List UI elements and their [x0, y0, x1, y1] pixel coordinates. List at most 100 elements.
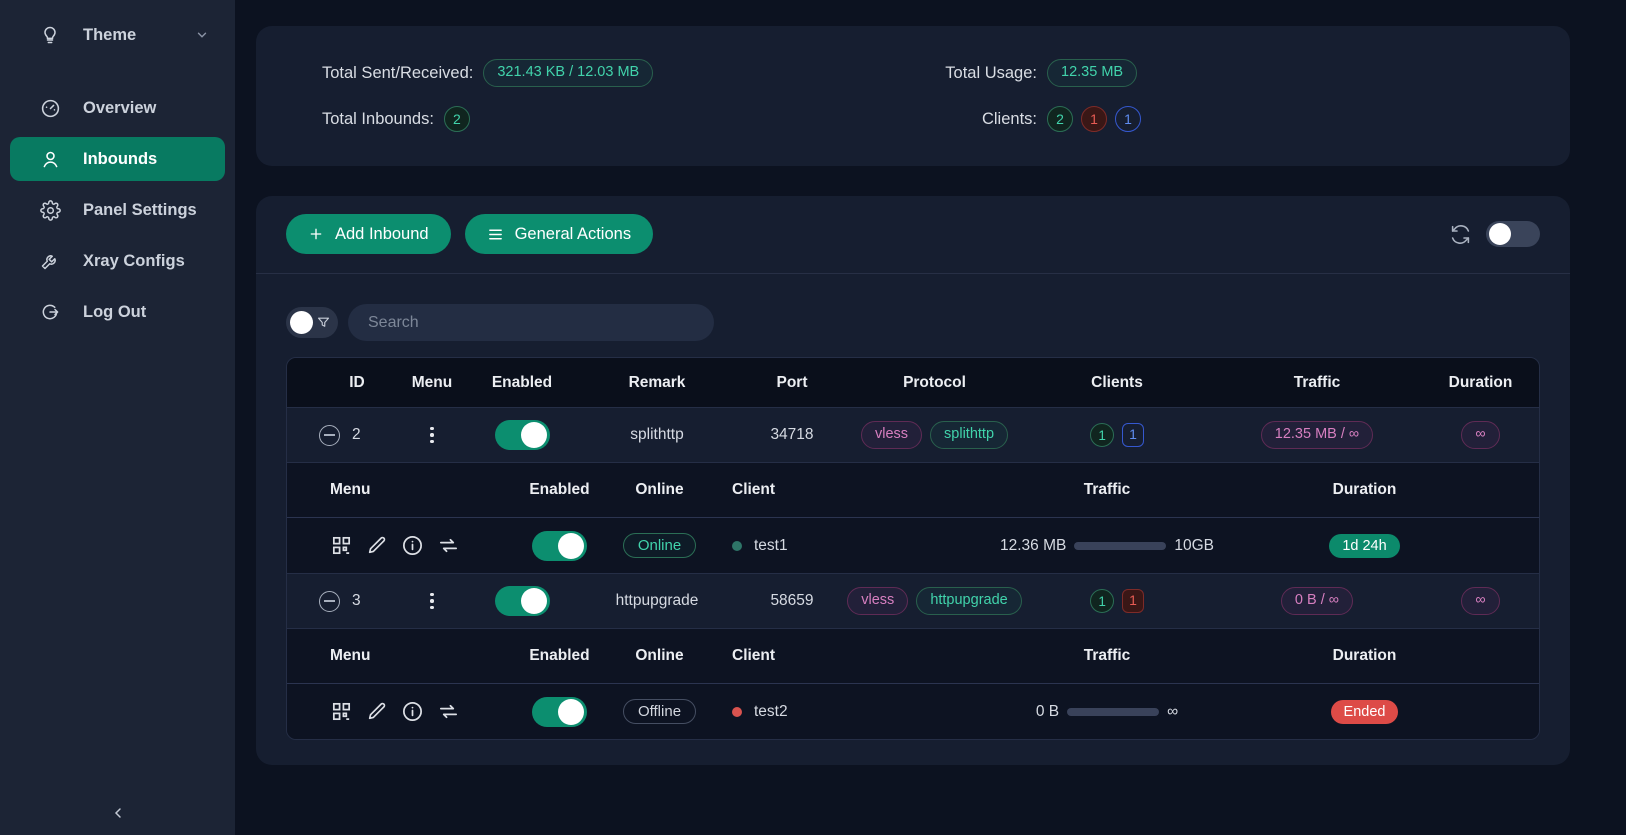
- total-sent-received-label: Total Sent/Received:: [322, 63, 474, 82]
- col-client-traffic: Traffic: [1083, 481, 1131, 498]
- wrench-icon: [39, 250, 61, 272]
- col-client-menu: Menu: [330, 481, 371, 498]
- sidebar-item-logout[interactable]: Log Out: [10, 290, 225, 334]
- general-actions-button[interactable]: General Actions: [464, 214, 654, 254]
- client-status-dot: [732, 706, 742, 717]
- total-sent-received-value: 321.43 KB / 12.03 MB: [483, 59, 654, 87]
- client-row: Online test1 12.36 MB 10GB 1d 24h: [287, 517, 1539, 573]
- sidebar-item-theme[interactable]: Theme: [10, 13, 225, 57]
- inbound-id: 2: [352, 426, 361, 443]
- col-remark: Remark: [628, 373, 686, 391]
- add-inbound-button[interactable]: Add Inbound: [286, 214, 451, 254]
- col-protocol: Protocol: [903, 373, 966, 391]
- col-port: Port: [776, 373, 808, 391]
- sidebar-item-label: Panel Settings: [83, 200, 197, 219]
- logout-icon: [39, 301, 61, 323]
- sidebar-collapse-button[interactable]: [0, 805, 235, 821]
- col-traffic: Traffic: [1293, 373, 1341, 391]
- col-id: ID: [349, 373, 365, 391]
- row-menu-icon[interactable]: [422, 589, 442, 614]
- col-client-name: Client: [732, 481, 776, 498]
- client-name: test1: [754, 536, 788, 554]
- col-client-duration: Duration: [1332, 647, 1397, 664]
- edit-icon[interactable]: [366, 700, 388, 723]
- inbounds-table: ID Menu Enabled Remark Port Protocol Cli…: [286, 357, 1540, 740]
- col-client-enabled: Enabled: [529, 647, 590, 664]
- client-enabled-toggle[interactable]: [532, 696, 587, 727]
- clients-enabled-badge: 1: [1090, 423, 1115, 447]
- total-usage-value: 12.35 MB: [1047, 59, 1138, 87]
- client-traffic-total: 10GB: [1174, 536, 1214, 554]
- sidebar-item-label: Log Out: [83, 302, 147, 321]
- search-input[interactable]: [348, 304, 714, 341]
- add-inbound-label: Add Inbound: [335, 224, 429, 243]
- row-menu-icon[interactable]: [422, 423, 442, 448]
- reset-traffic-icon[interactable]: [437, 534, 460, 557]
- inbound-row: 2 splithttp 34718 vless splithttp 1 1 12…: [287, 407, 1539, 462]
- client-traffic-total: ∞: [1167, 702, 1179, 720]
- client-enabled-toggle[interactable]: [532, 530, 587, 561]
- sidebar-item-xray-configs[interactable]: Xray Configs: [10, 239, 225, 283]
- inbound-enabled-toggle[interactable]: [494, 586, 550, 616]
- edit-icon[interactable]: [366, 534, 388, 557]
- client-status-dot: [732, 540, 742, 551]
- col-client-online: Online: [635, 481, 684, 498]
- clients-online-badge: 1: [1115, 106, 1141, 132]
- total-inbounds-label: Total Inbounds:: [322, 109, 434, 128]
- sidebar-item-inbounds[interactable]: Inbounds: [10, 137, 225, 181]
- col-client-enabled: Enabled: [529, 481, 590, 498]
- client-name: test2: [754, 702, 788, 720]
- col-client-menu: Menu: [330, 647, 371, 664]
- col-menu: Menu: [411, 373, 453, 391]
- transport-tag: splithttp: [930, 421, 1009, 449]
- stats-card: Total Sent/Received: 321.43 KB / 12.03 M…: [256, 26, 1570, 166]
- filter-toggle[interactable]: [286, 307, 338, 338]
- qr-code-icon[interactable]: [330, 534, 353, 557]
- client-header-row: Menu Enabled Online Client Traffic Durat…: [287, 462, 1539, 517]
- client-duration-badge: 1d 24h: [1329, 533, 1400, 558]
- sidebar-item-label: Inbounds: [83, 149, 158, 168]
- info-icon[interactable]: [401, 534, 424, 557]
- chevron-down-icon: [195, 28, 209, 42]
- clients-deactive-tag: 1: [1122, 589, 1144, 613]
- col-duration: Duration: [1448, 373, 1513, 391]
- client-duration-badge: Ended: [1330, 699, 1399, 724]
- sidebar-item-panel-settings[interactable]: Panel Settings: [10, 188, 225, 232]
- lightbulb-icon: [39, 24, 61, 46]
- refresh-icon[interactable]: [1450, 224, 1471, 245]
- col-client-traffic: Traffic: [1083, 647, 1131, 664]
- clients-active-badge: 2: [1047, 106, 1073, 132]
- client-header-row: Menu Enabled Online Client Traffic Durat…: [287, 628, 1539, 683]
- collapse-row-icon[interactable]: [319, 424, 340, 446]
- inbound-duration-pill: ∞: [1461, 421, 1500, 449]
- reset-traffic-icon[interactable]: [437, 700, 460, 723]
- client-status-badge: Offline: [622, 699, 697, 724]
- collapse-row-icon[interactable]: [319, 590, 340, 612]
- qr-code-icon[interactable]: [330, 700, 353, 723]
- inbound-remark: splithttp: [630, 426, 684, 443]
- client-traffic-progress: [1067, 707, 1160, 716]
- col-client-online: Online: [635, 647, 684, 664]
- col-enabled: Enabled: [491, 373, 553, 391]
- clients-online-tag: 1: [1122, 423, 1144, 447]
- auto-refresh-toggle[interactable]: [1486, 221, 1540, 247]
- col-clients: Clients: [1091, 373, 1143, 391]
- inbounds-card: Add Inbound General Actions: [256, 196, 1570, 765]
- clients-label: Clients:: [981, 109, 1037, 128]
- clients-deactive-badge: 1: [1081, 106, 1107, 132]
- plus-icon: [308, 226, 324, 242]
- total-inbounds-badge: 2: [443, 106, 470, 132]
- general-actions-label: General Actions: [514, 224, 632, 243]
- table-header-row: ID Menu Enabled Remark Port Protocol Cli…: [287, 358, 1539, 407]
- inbound-port: 34718: [770, 426, 814, 443]
- inbound-duration-pill: ∞: [1461, 587, 1500, 615]
- sidebar-item-overview[interactable]: Overview: [10, 86, 225, 130]
- client-traffic-used: 0 B: [1035, 702, 1060, 720]
- transport-tag: httpupgrade: [916, 587, 1022, 615]
- inbound-enabled-toggle[interactable]: [494, 420, 550, 450]
- sidebar-item-label: Overview: [83, 98, 157, 117]
- total-usage-label: Total Usage:: [945, 63, 1037, 82]
- main-content: Total Sent/Received: 321.43 KB / 12.03 M…: [235, 0, 1626, 835]
- protocol-tag: vless: [860, 421, 923, 449]
- info-icon[interactable]: [401, 700, 424, 723]
